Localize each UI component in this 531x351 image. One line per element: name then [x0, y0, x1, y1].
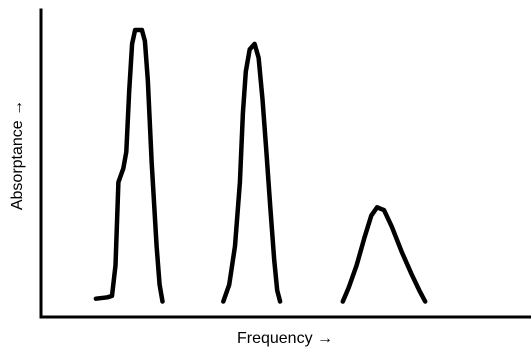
y-axis-label: Absorptance →	[9, 100, 26, 210]
x-axis-label: Frequency →	[237, 330, 333, 347]
absorption-peak-1	[93, 27, 165, 304]
axes	[39, 8, 531, 319]
absorption-peak-3	[340, 205, 428, 304]
absorption-peak-2	[221, 41, 283, 304]
spectrum-peaks	[93, 27, 428, 304]
